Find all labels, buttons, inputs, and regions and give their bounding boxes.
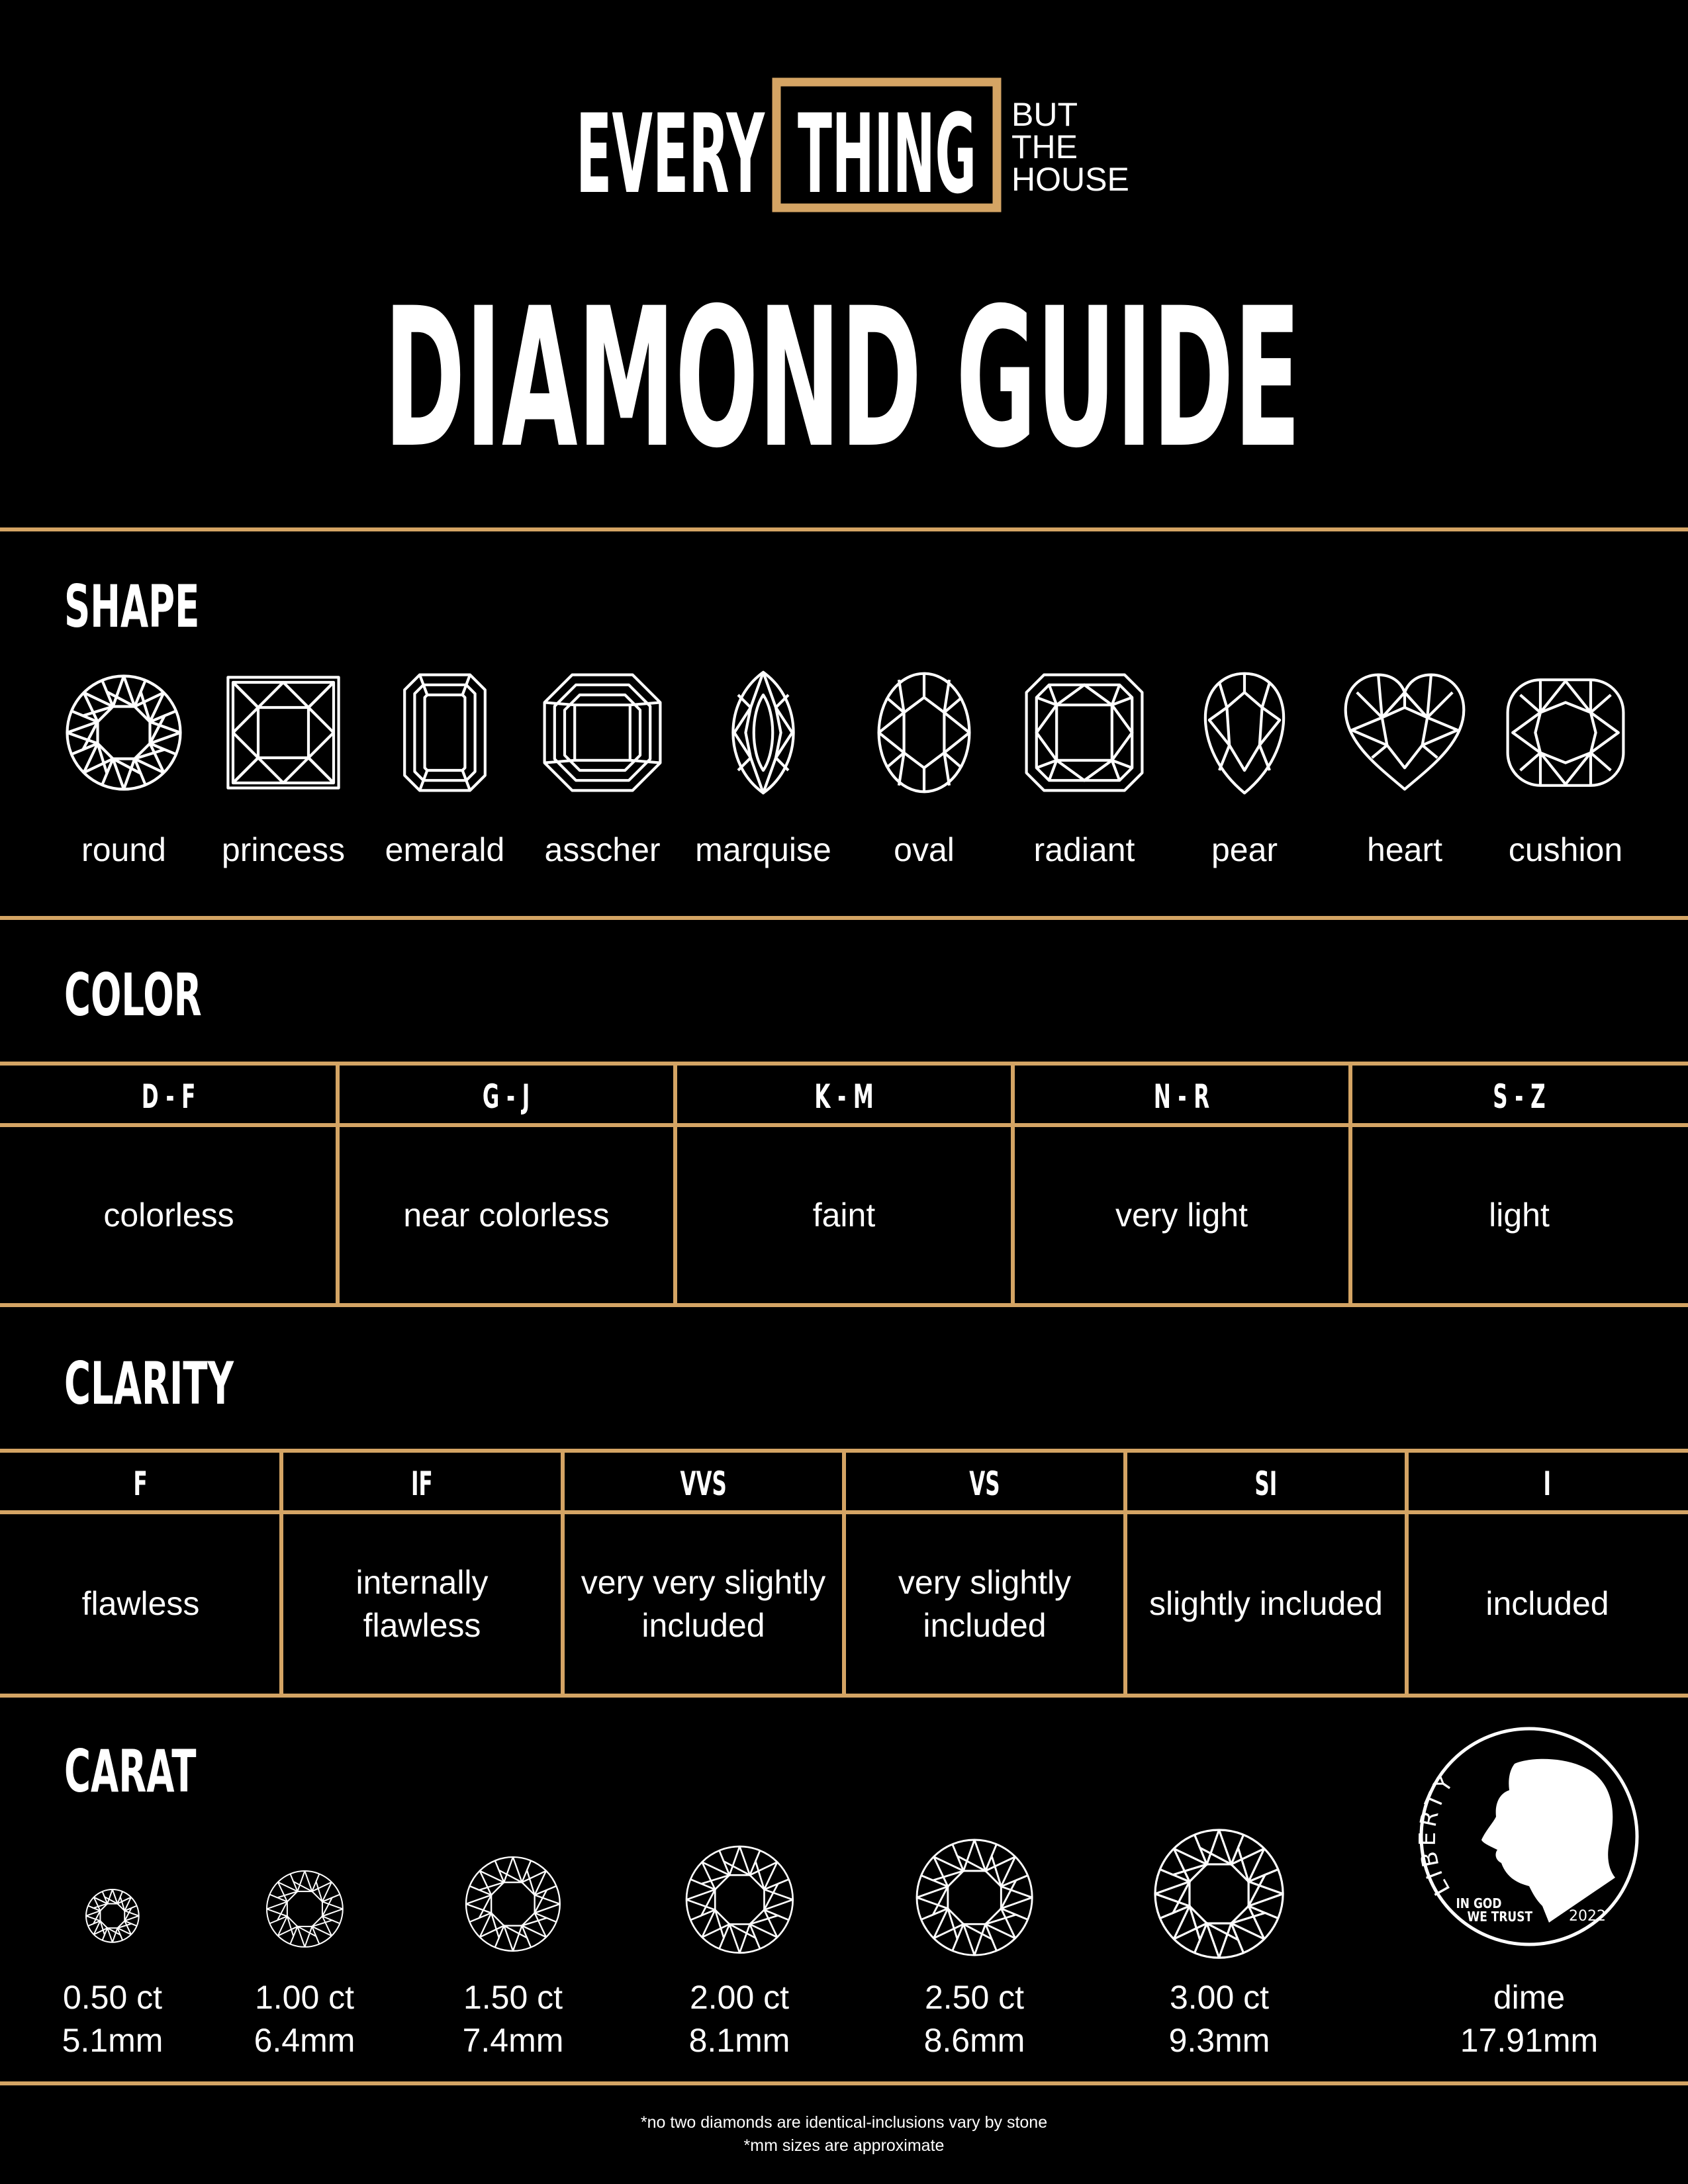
logo-thing: THING: [798, 91, 976, 218]
shape-label: pear: [1211, 831, 1278, 868]
svg-text:LIBERTY: LIBERTY: [1417, 1768, 1461, 1900]
round-diamond-size-icon: [1154, 1828, 1285, 1959]
page-title: DIAMOND GUIDE: [384, 291, 1301, 457]
carat-weight: 0.50 ct: [62, 1979, 163, 2016]
clarity-heading: CLARITY: [64, 1349, 234, 1418]
emerald-diamond-icon: [403, 673, 487, 792]
grade-header: D - F: [142, 1077, 196, 1116]
grade-description: very very slightly included: [581, 1563, 826, 1644]
carat-size: 9.3mm: [1168, 2022, 1270, 2059]
svg-text:WE TRUST: WE TRUST: [1468, 1910, 1533, 1925]
grade-description: included: [1485, 1585, 1609, 1622]
carat-weight: 1.50 ct: [463, 1979, 563, 2016]
shape-label: cushion: [1508, 831, 1623, 868]
carat-size: 5.1mm: [62, 2022, 164, 2059]
divider: [0, 2081, 1688, 2085]
dime-size: 17.91mm: [1460, 2022, 1599, 2059]
grade-header: IF: [411, 1464, 433, 1503]
column-divider: [1405, 1449, 1409, 1698]
marquise-diamond-icon: [731, 670, 795, 795]
grade-description: faint: [812, 1196, 876, 1234]
grade-header: G - J: [483, 1077, 530, 1116]
round-diamond-size-icon: [915, 1839, 1033, 1956]
carat-heading: CARAT: [64, 1737, 197, 1805]
carat-size: 8.1mm: [688, 2022, 790, 2059]
logo-the: THE: [1011, 128, 1078, 165]
dime-label: dime: [1493, 1979, 1566, 2016]
grade-description: colorless: [103, 1196, 234, 1234]
logo-mark: EVERY THING BUT THE HOUSE: [576, 77, 1129, 218]
heart-diamond-icon: [1344, 673, 1466, 791]
color-table-top: [0, 1062, 1688, 1066]
shape-label: radiant: [1033, 831, 1135, 868]
grade-header: F: [133, 1464, 148, 1503]
grade-header: K - M: [814, 1077, 874, 1116]
column-divider: [561, 1449, 565, 1698]
cushion-diamond-icon: [1506, 678, 1625, 787]
round-diamond-size-icon: [85, 1889, 140, 1943]
column-divider: [336, 1062, 340, 1307]
dime-coin-icon: LIBERTY IN GOD WE TRUST 2022: [1417, 1727, 1639, 1946]
radiant-diamond-icon: [1025, 673, 1144, 792]
color-heading: COLOR: [64, 961, 202, 1029]
grade-description: very slightly included: [898, 1563, 1072, 1644]
column-divider: [279, 1449, 283, 1698]
column-divider: [1123, 1449, 1127, 1698]
footer-note-1: *no two diamonds are identical-inclusion…: [640, 2113, 1048, 2132]
carat-weight: 2.00 ct: [689, 1979, 790, 2016]
column-divider: [1348, 1062, 1352, 1307]
shape-label: emerald: [385, 831, 505, 868]
column-divider: [1011, 1062, 1015, 1307]
carat-weight: 2.50 ct: [924, 1979, 1025, 2016]
shape-label: heart: [1367, 831, 1442, 868]
color-table-header-line: [0, 1123, 1688, 1127]
grade-header: S - Z: [1493, 1077, 1546, 1116]
color-table-bottom: [0, 1303, 1688, 1307]
logo-box: [772, 77, 1002, 212]
grade-description: flawless: [81, 1585, 200, 1622]
svg-text:IN GOD: IN GOD: [1456, 1897, 1502, 1912]
round-diamond-size-icon: [685, 1846, 794, 1954]
divider: [0, 527, 1688, 531]
logo-but: BUT: [1011, 96, 1078, 133]
shape-label: princess: [221, 831, 346, 868]
grade-description: internally flawless: [355, 1563, 489, 1644]
shape-label: asscher: [544, 831, 661, 868]
svg-text:2022: 2022: [1569, 1908, 1606, 1925]
round-diamond-size-icon: [265, 1870, 344, 1948]
shape-label: marquise: [695, 831, 831, 868]
column-divider: [673, 1062, 677, 1307]
carat-size: 8.6mm: [923, 2022, 1025, 2059]
carat-size: 7.4mm: [462, 2022, 564, 2059]
logo-every: EVERY: [576, 91, 765, 218]
round-diamond-size-icon: [465, 1856, 561, 1952]
pear-diamond-icon: [1203, 672, 1286, 795]
grade-header: I: [1543, 1464, 1552, 1503]
grade-description: slightly included: [1149, 1585, 1383, 1622]
dime-portrait: [1481, 1758, 1615, 1923]
grade-header: VVS: [680, 1464, 727, 1503]
shape-label: round: [81, 831, 166, 868]
grade-description: light: [1489, 1196, 1550, 1234]
carat-weight: 1.00 ct: [254, 1979, 355, 2016]
princess-diamond-icon: [226, 676, 340, 790]
grade-header: N - R: [1153, 1077, 1210, 1116]
carat-weight: 3.00 ct: [1169, 1979, 1270, 2016]
grade-description: near colorless: [403, 1196, 610, 1234]
shape-label: oval: [894, 831, 955, 868]
round-diamond-icon: [66, 674, 182, 791]
grade-header: SI: [1254, 1464, 1278, 1503]
column-divider: [842, 1449, 846, 1698]
svg-text:DIAMOND GUIDE: DIAMOND GUIDE: [384, 291, 1301, 457]
logo-house: HOUSE: [1011, 161, 1129, 198]
asscher-diamond-icon: [543, 673, 662, 792]
grade-header: VS: [969, 1464, 1000, 1503]
divider: [0, 916, 1688, 920]
shape-heading: SHAPE: [64, 572, 200, 641]
footer-note-2: *mm sizes are approximate: [743, 2136, 945, 2155]
oval-diamond-icon: [877, 672, 971, 794]
carat-size: 6.4mm: [254, 2022, 355, 2059]
grade-description: very light: [1115, 1196, 1248, 1234]
